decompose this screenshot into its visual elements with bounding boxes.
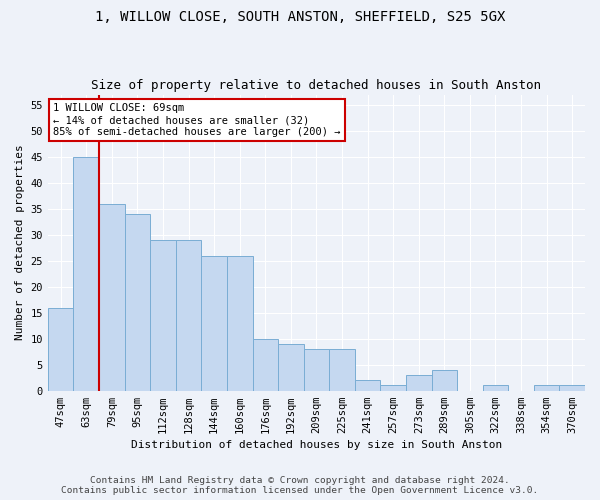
Bar xyxy=(304,349,329,391)
Bar xyxy=(406,375,431,390)
Bar xyxy=(329,349,355,391)
Bar xyxy=(125,214,150,390)
Bar xyxy=(355,380,380,390)
Bar xyxy=(48,308,73,390)
Bar xyxy=(278,344,304,391)
Text: 1 WILLOW CLOSE: 69sqm
← 14% of detached houses are smaller (32)
85% of semi-deta: 1 WILLOW CLOSE: 69sqm ← 14% of detached … xyxy=(53,104,341,136)
Bar xyxy=(559,386,585,390)
Bar xyxy=(380,386,406,390)
Bar xyxy=(253,338,278,390)
Bar xyxy=(150,240,176,390)
Bar xyxy=(482,386,508,390)
Bar xyxy=(534,386,559,390)
Y-axis label: Number of detached properties: Number of detached properties xyxy=(15,145,25,340)
Bar xyxy=(99,204,125,390)
Bar xyxy=(73,157,99,390)
Bar xyxy=(431,370,457,390)
Bar xyxy=(176,240,202,390)
Text: Contains HM Land Registry data © Crown copyright and database right 2024.
Contai: Contains HM Land Registry data © Crown c… xyxy=(61,476,539,495)
Bar xyxy=(202,256,227,390)
X-axis label: Distribution of detached houses by size in South Anston: Distribution of detached houses by size … xyxy=(131,440,502,450)
Bar xyxy=(227,256,253,390)
Title: Size of property relative to detached houses in South Anston: Size of property relative to detached ho… xyxy=(91,79,541,92)
Text: 1, WILLOW CLOSE, SOUTH ANSTON, SHEFFIELD, S25 5GX: 1, WILLOW CLOSE, SOUTH ANSTON, SHEFFIELD… xyxy=(95,10,505,24)
